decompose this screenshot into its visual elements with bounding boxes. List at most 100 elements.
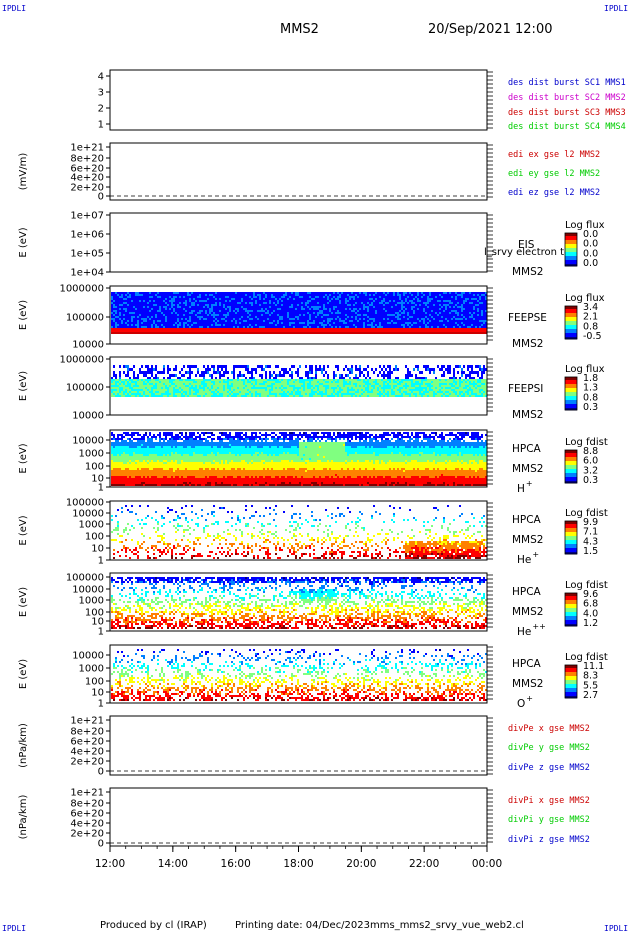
charge-label: ++ <box>532 622 545 631</box>
y-tick-label: 1e+05 <box>70 249 104 260</box>
y-tick-label: 1 <box>98 483 104 494</box>
charge-label: + <box>526 479 533 488</box>
y-tick-label: 1e+06 <box>70 230 104 241</box>
legend-entry: des dist burst SC3 MMS3 <box>508 108 626 118</box>
colorbar-label: 6.8 <box>583 599 598 610</box>
instrument-label: FEEPSI <box>508 383 543 395</box>
y-tick-label: 4e+20 <box>70 819 104 830</box>
panel-feepsi: 1000000 100000 10000 E (eV) FEEPSI MMS2 Log fl… <box>18 355 605 422</box>
legend-entry: divPi z gse MMS2 <box>508 835 590 845</box>
x-tick-label: 00:00 <box>472 858 502 870</box>
y-tick-label: 6e+20 <box>70 809 104 820</box>
y-tick-label: 1000000 <box>59 355 104 366</box>
y-tick-label: 1e+07 <box>70 211 104 222</box>
y-tick-label: 10000 <box>72 509 104 520</box>
y-tick-label: 0 <box>98 839 104 850</box>
y-axis-label: E (eV) <box>18 515 29 545</box>
colorbar-title: Log flux <box>565 364 605 375</box>
y-tick-label: 6e+20 <box>70 737 104 748</box>
corner-label-top-left: IPDLI <box>2 4 27 13</box>
corner-label-bottom-left: IPDLI <box>2 924 27 933</box>
spacecraft-label: MMS2 <box>512 606 543 618</box>
corner-label-bottom-right: IPDLI <box>604 924 629 933</box>
y-tick-label: 1 <box>98 699 104 710</box>
colorbar <box>564 232 578 267</box>
y-tick-label: 4 <box>98 72 104 83</box>
species-label: He <box>517 626 531 638</box>
y-axis-label: E (eV) <box>18 587 29 617</box>
right-axis-ticks <box>487 358 493 412</box>
legend-entry: divPe z gse MMS2 <box>508 763 590 773</box>
colorbar-label: 9.6 <box>583 589 598 600</box>
right-axis-ticks <box>487 287 493 341</box>
spectrogram-hpca-o <box>111 649 487 701</box>
legend-entry: edi ey gse l2 MMS2 <box>508 169 600 179</box>
y-tick-label: 0 <box>98 767 104 778</box>
spacecraft-label: MMS2 <box>512 266 543 278</box>
colorbar-label: 1.3 <box>583 383 598 394</box>
y-tick-label: 100 <box>85 462 104 473</box>
panel-frame <box>109 142 488 201</box>
spectrogram-hpca-he <box>111 505 487 559</box>
y-tick-label: 1000 <box>79 664 104 675</box>
footer-produced-by: Produced by cl (IRAP) <box>100 920 207 931</box>
legend-entry: des dist burst SC1 MMS1 <box>508 78 626 88</box>
colorbar-label: 8.8 <box>583 446 598 457</box>
panel-frame <box>109 787 488 847</box>
panel-frame <box>109 69 488 131</box>
colorbar-label: 9.9 <box>583 517 598 528</box>
y-tick-label: 2e+20 <box>70 183 104 194</box>
colorbar-label: 5.5 <box>583 680 598 691</box>
panel-des-dist: 4 3 2 1 des dist burst SC1 MMS1 des dist burs… <box>98 69 626 132</box>
legend-entry: divPe x gse MMS2 <box>508 724 590 734</box>
y-tick-label: 8e+20 <box>70 727 104 738</box>
y-axis-label: E (eV) <box>18 659 29 689</box>
y-tick-label: 2e+20 <box>70 757 104 768</box>
y-tick-label: 4e+20 <box>70 747 104 758</box>
colorbar-label: 1.8 <box>583 373 598 384</box>
y-tick-label: 10000 <box>72 436 104 447</box>
species-label: H <box>517 483 525 495</box>
y-tick-label: 1000 <box>79 520 104 531</box>
colorbar-label: -0.5 <box>583 331 602 342</box>
colorbar-title: Log fdist <box>565 508 608 519</box>
right-axis-ticks <box>487 502 493 560</box>
y-tick-label: 0 <box>98 192 104 203</box>
colorbar-label: 3.2 <box>583 465 598 476</box>
colorbar-label: 2.1 <box>583 312 598 323</box>
colorbar-label: 1.5 <box>583 546 598 557</box>
colorbar <box>564 376 578 411</box>
spacecraft-label: MMS2 <box>512 338 543 350</box>
colorbar <box>564 449 578 484</box>
x-tick-label: 14:00 <box>158 858 188 870</box>
y-tick-label: 100 <box>85 532 104 543</box>
spacecraft-label: MMS2 <box>512 534 543 546</box>
y-tick-label: 10 <box>91 474 104 485</box>
colorbar-label: 8.3 <box>583 671 598 682</box>
colorbar-label: 2.7 <box>583 690 598 701</box>
instrument-label: HPCA <box>512 658 542 670</box>
right-axis-ticks <box>487 71 493 129</box>
y-tick-label: 1e+21 <box>70 788 104 799</box>
spacecraft-title: MMS2 <box>280 22 319 37</box>
right-axis-ticks <box>487 431 493 485</box>
y-tick-label: 10000 <box>72 651 104 662</box>
y-tick-label: 10000 <box>72 585 104 596</box>
spectrogram-hpca-h <box>111 432 487 486</box>
y-tick-label: 100000 <box>66 573 104 584</box>
colorbar-label: 0.8 <box>583 392 598 403</box>
y-tick-label: 1e+21 <box>70 143 104 154</box>
footer-file-name: mms_mms2_srvy_vue_web2.cl <box>370 920 524 931</box>
colorbar <box>564 664 578 699</box>
spacecraft-label: MMS2 <box>512 409 543 421</box>
instrument-label: HPCA <box>512 586 542 598</box>
y-tick-label: 100000 <box>66 383 104 394</box>
colorbar-title: Log fdist <box>565 652 608 663</box>
colorbar <box>564 520 578 555</box>
right-axis-ticks <box>487 717 493 775</box>
colorbar-label: 4.3 <box>583 536 598 547</box>
y-tick-label: 1000 <box>79 449 104 460</box>
